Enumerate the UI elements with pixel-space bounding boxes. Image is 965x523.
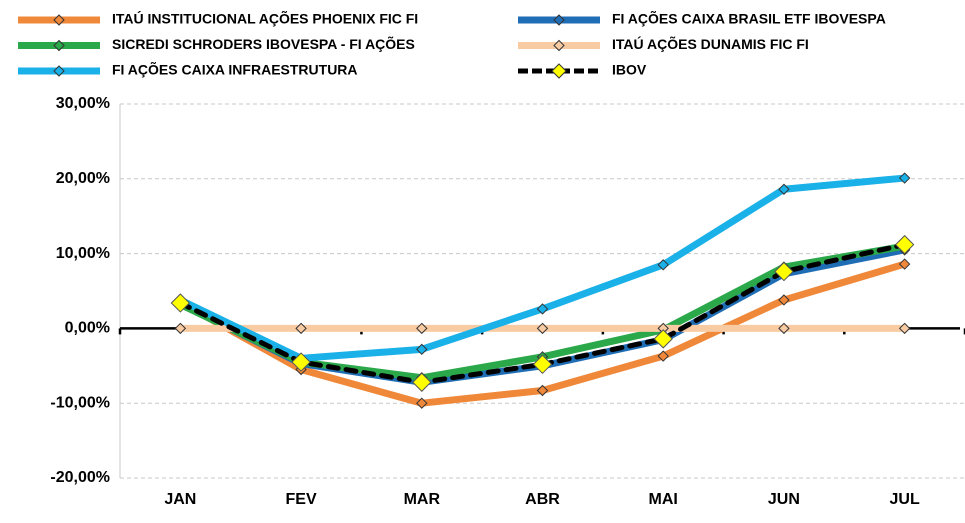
data-point bbox=[898, 258, 911, 270]
x-tick-label: MAI bbox=[649, 491, 678, 508]
data-point bbox=[536, 303, 549, 315]
legend-label: SICREDI SCHRODERS IBOVESPA - FI AÇÕES bbox=[112, 35, 415, 52]
data-point bbox=[291, 352, 311, 372]
data-point bbox=[536, 322, 549, 335]
x-tick-label: JAN bbox=[164, 491, 196, 508]
y-tick-label: 0,00% bbox=[65, 320, 110, 337]
data-point bbox=[898, 172, 911, 184]
legend-label: FI AÇÕES CAIXA INFRAESTRUTURA bbox=[112, 61, 358, 78]
data-point bbox=[778, 294, 790, 306]
data-point bbox=[174, 322, 187, 335]
data-point bbox=[170, 293, 191, 313]
legend-marker bbox=[553, 39, 565, 52]
legend-marker bbox=[53, 14, 65, 26]
x-tick-label: ABR bbox=[525, 491, 560, 508]
legend-label: FI AÇÕES CAIXA BRASIL ETF IBOVESPA bbox=[612, 10, 886, 27]
data-point bbox=[416, 397, 428, 409]
y-tick-label: 10,00% bbox=[56, 245, 110, 262]
legend-label: IBOV bbox=[612, 62, 647, 78]
data-point bbox=[778, 322, 790, 335]
data-point bbox=[778, 183, 790, 195]
data-point bbox=[657, 350, 669, 362]
y-tick-label: -20,00% bbox=[50, 469, 110, 486]
y-tick-label: 20,00% bbox=[56, 170, 110, 187]
x-tick-label: JUN bbox=[768, 491, 800, 508]
data-point bbox=[416, 322, 428, 335]
data-point bbox=[532, 354, 553, 375]
y-tick-label: -10,00% bbox=[50, 394, 110, 411]
legend-marker bbox=[553, 14, 565, 26]
data-point bbox=[536, 384, 549, 397]
data-point bbox=[295, 322, 307, 335]
data-point bbox=[774, 261, 794, 282]
legend-label: ITAÚ INSTITUCIONAL AÇÕES PHOENIX FIC FI bbox=[112, 10, 418, 27]
x-tick-label: FEV bbox=[286, 491, 317, 508]
data-point bbox=[416, 343, 428, 356]
y-tick-label: 30,00% bbox=[56, 95, 110, 112]
data-point bbox=[894, 234, 915, 255]
data-point bbox=[657, 259, 669, 271]
legend-marker bbox=[551, 63, 567, 79]
legend-marker bbox=[53, 39, 65, 52]
data-point bbox=[412, 372, 432, 392]
legend-label: ITAÚ AÇÕES DUNAMIS FIC FI bbox=[612, 35, 809, 52]
x-tick-label: JUL bbox=[890, 491, 920, 508]
data-point bbox=[898, 322, 911, 335]
data-point bbox=[653, 329, 673, 349]
legend-marker bbox=[53, 65, 65, 77]
x-tick-label: MAR bbox=[404, 491, 441, 508]
